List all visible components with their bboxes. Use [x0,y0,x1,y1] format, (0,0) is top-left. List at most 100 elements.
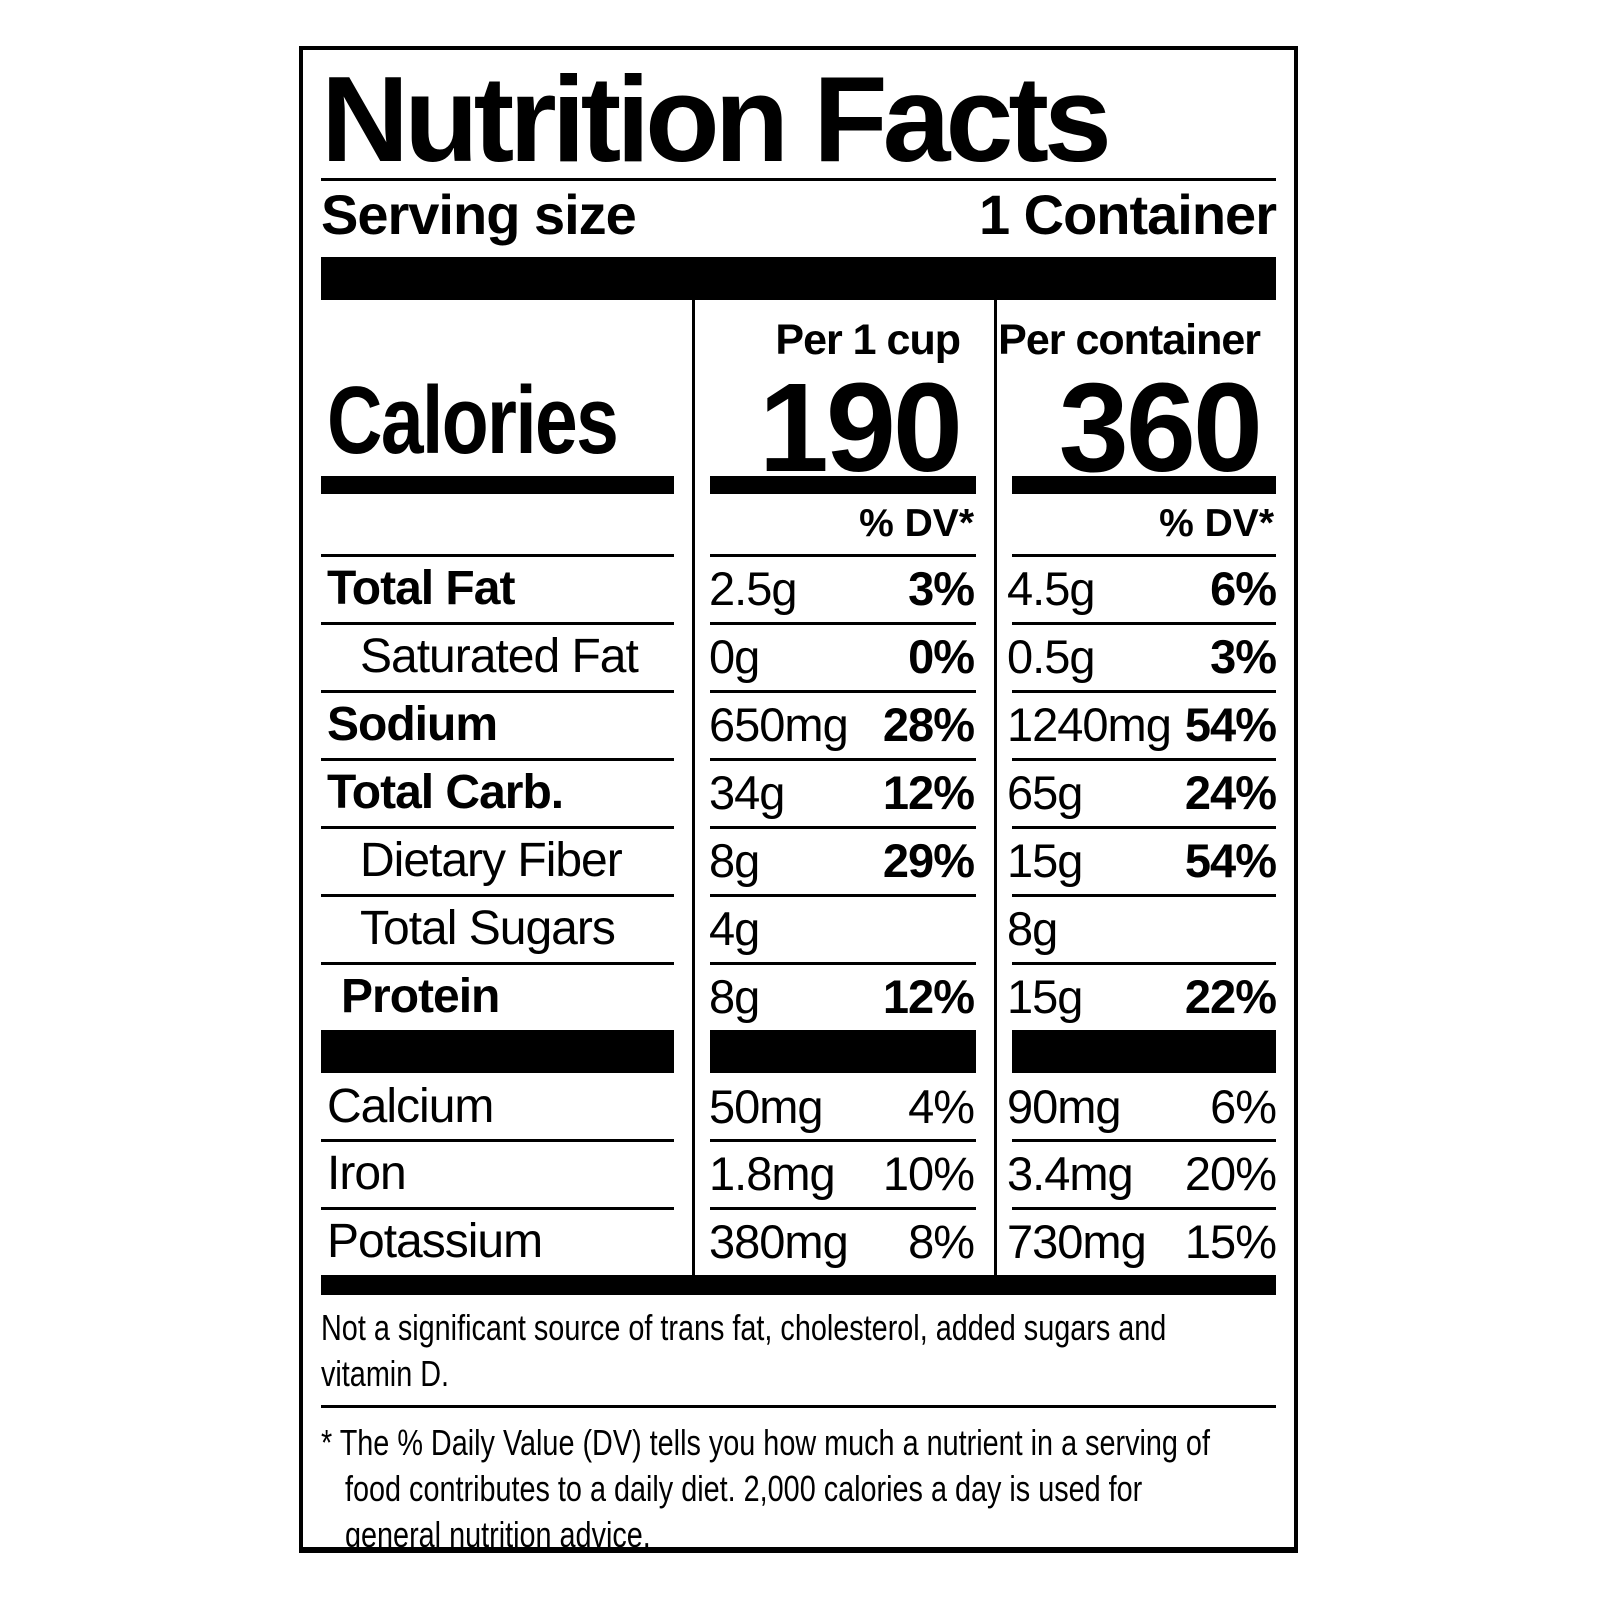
nutrient-name: Total Sugars [360,901,616,955]
column-divider-2 [994,300,997,1275]
daily-value: 15% [1184,1214,1277,1268]
nutrient-name: Total Fat [327,561,515,615]
calories-per-cup-cell: Per 1 cup 190 [692,300,994,491]
mineral-name: Calcium [327,1079,494,1133]
per-container-cell: 65g 24% [994,758,1294,826]
daily-value: 4% [908,1079,975,1133]
per-container-cell: 3.4mg 20% [994,1139,1294,1207]
daily-value: 8% [908,1214,975,1268]
amount: 0.5g [1007,629,1095,683]
footnote-line: food contributes to a daily diet. 2,000 … [345,1468,1143,1509]
mineral-row-iron: Iron 1.8mg 10% 3.4mg 20% [303,1139,1294,1207]
amount: 0g [709,629,760,683]
label-title: Nutrition Facts [321,51,1112,187]
daily-value: 3% [908,561,975,615]
nutrient-name-cell: Total Sugars [303,894,692,962]
daily-value: 24% [1184,765,1277,819]
nutrient-name: Sodium [327,697,498,751]
nutrient-name: Total Carb. [327,765,564,819]
daily-value: 22% [1184,969,1277,1023]
dv-header-col2: % DV* [1159,502,1274,545]
dv-header-col1: % DV* [859,502,974,545]
per-cup-cell: 2.5g 3% [692,554,994,622]
daily-value: 0% [908,629,975,683]
segment-cell-1 [303,1030,692,1073]
amount: 34g [709,765,785,819]
amount: 4g [709,901,760,955]
per-container-cell: 8g [994,894,1294,962]
mineral-name: Iron [327,1146,407,1200]
mineral-row-calcium: Calcium 50mg 4% 90mg 6% [303,1073,1294,1139]
per-container-cell: 730mg 15% [994,1207,1294,1275]
amount: 380mg [709,1214,849,1268]
separator-segment-2 [710,1030,976,1073]
nutrient-row-total-sugars: Total Sugars 4g 8g [303,894,1294,962]
nutrient-row-total-carb: Total Carb. 34g 12% 65g 24% [303,758,1294,826]
per-container-cell: 90mg 6% [994,1073,1294,1139]
per-cup-cell: 34g 12% [692,758,994,826]
amount: 1.8mg [709,1146,836,1200]
calories-bar-cell-2 [692,476,994,494]
calories-section: Calories Per 1 cup 190 Per container 360 [303,300,1294,491]
separator-segment-3 [1012,1030,1276,1073]
daily-value: 54% [1184,697,1277,751]
per-cup-header: Per 1 cup [775,316,961,364]
nutrition-table: Calories Per 1 cup 190 Per container 360… [303,300,1294,1275]
amount: 4.5g [1007,561,1095,615]
nutrient-row-protein: Protein 8g 12% 15g 22% [303,962,1294,1030]
calories-bar-2 [710,476,976,494]
separator-bar-thick-top [321,257,1276,300]
calories-per-container-cell: Per container 360 [994,300,1294,491]
amount: 65g [1007,765,1083,819]
nutrient-row-dietary-fiber: Dietary Fiber 8g 29% 15g 54% [303,826,1294,894]
amount: 8g [1007,901,1058,955]
daily-value: 54% [1184,833,1277,887]
per-container-cell: 1240mg 54% [994,690,1294,758]
dv-header-row: % DV* % DV* [303,494,1294,554]
nutrient-name: Saturated Fat [360,629,639,683]
daily-value: 29% [882,833,975,887]
separator-bar-segments [303,1030,1294,1073]
dv-header-empty-cell [303,494,692,554]
segment-cell-3 [994,1030,1294,1073]
daily-value: 6% [1210,1079,1277,1133]
footnote-rule [321,1405,1276,1408]
note-line: Not a significant source of trans fat, c… [321,1307,1167,1348]
serving-size-label: Serving size [321,183,637,246]
calories-bar-cell-3 [994,476,1294,494]
mineral-name-cell: Iron [303,1139,692,1207]
amount: 15g [1007,969,1083,1023]
nutrient-row-total-fat: Total Fat 2.5g 3% 4.5g 6% [303,554,1294,622]
calories-per-cup-value: 190 [758,357,963,498]
nutrient-name-cell: Total Fat [303,554,692,622]
daily-value: 20% [1184,1146,1277,1200]
nutrient-name-cell: Sodium [303,690,692,758]
not-significant-note: Not a significant source of trans fat, c… [321,1305,1276,1397]
calories-label-cell: Calories [303,300,692,476]
mineral-name-cell: Calcium [303,1073,692,1139]
amount: 50mg [709,1079,824,1133]
nutrient-name-cell: Protein [303,962,692,1030]
title-rule [321,178,1276,181]
serving-size-value: 1 Container [978,183,1277,246]
per-cup-cell: 380mg 8% [692,1207,994,1275]
amount: 8g [709,833,760,887]
per-container-cell: 0.5g 3% [994,622,1294,690]
column-divider-1 [692,300,695,1275]
nutrient-name-cell: Total Carb. [303,758,692,826]
per-cup-cell: 1.8mg 10% [692,1139,994,1207]
daily-value: 3% [1210,629,1277,683]
daily-value: 12% [882,765,975,819]
calories-bar-3 [1012,476,1276,494]
per-container-header: Per container [998,316,1261,364]
daily-value: 12% [882,969,975,1023]
nutrient-row-saturated-fat: Saturated Fat 0g 0% 0.5g 3% [303,622,1294,690]
nutrient-row-sodium: Sodium 650mg 28% 1240mg 54% [303,690,1294,758]
per-cup-cell: 650mg 28% [692,690,994,758]
amount: 90mg [1007,1079,1122,1133]
footnote-line: general nutrition advice. [345,1514,651,1553]
amount: 3.4mg [1007,1146,1134,1200]
calories-per-container-value: 360 [1058,357,1263,498]
separator-bar-thick-bottom [321,1275,1276,1295]
amount: 730mg [1007,1214,1147,1268]
